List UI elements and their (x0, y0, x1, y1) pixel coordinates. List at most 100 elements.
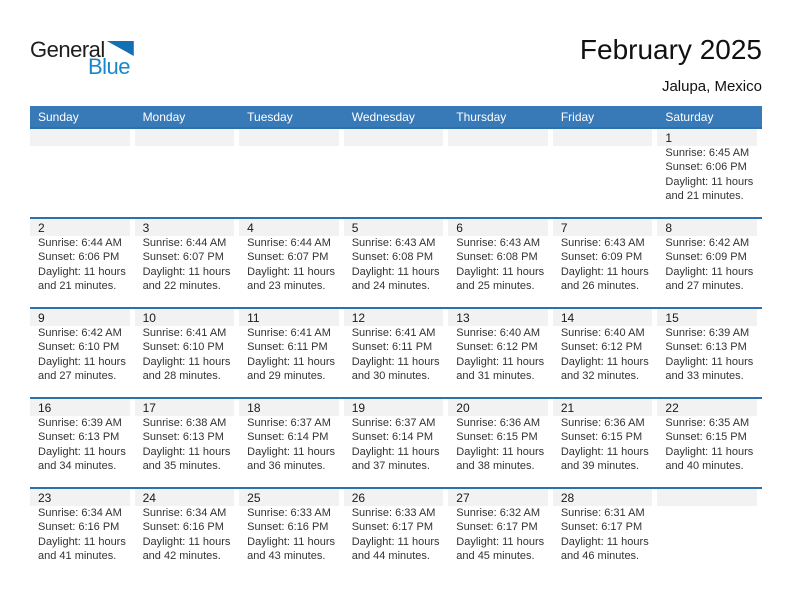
sunset-line: Sunset: 6:10 PM (142, 341, 224, 354)
day-number: 23 (30, 489, 130, 506)
month-title: February 2025 (579, 34, 762, 65)
day-cell (343, 129, 449, 217)
sunset-line: Sunset: 6:14 PM (247, 431, 329, 444)
sunrise-line: Sunrise: 6:33 AM (247, 507, 331, 519)
sunrise-line: Sunrise: 6:40 AM (456, 327, 541, 339)
daylight-minutes-line: and 31 minutes. (456, 370, 535, 383)
day-number (448, 129, 548, 146)
daylight-hours-line: Daylight: 11 hours (351, 535, 440, 548)
sunrise-line: Sunrise: 6:44 AM (142, 237, 227, 249)
daylight-hours-line: Daylight: 11 hours (560, 445, 649, 458)
sunrise-line: Sunrise: 6:41 AM (142, 327, 227, 339)
daylight-minutes-line: and 29 minutes. (247, 370, 326, 383)
daylight-hours-line: Daylight: 11 hours (142, 445, 231, 458)
day-number: 15 (657, 309, 757, 326)
weekday-header-friday: Friday (560, 109, 595, 124)
daylight-minutes-line: and 34 minutes. (38, 460, 117, 473)
day-number: 1 (657, 129, 757, 146)
sunrise-line: Sunrise: 6:43 AM (560, 237, 645, 249)
weekday-header-monday: Monday (142, 109, 186, 124)
sunrise-line: Sunrise: 6:45 AM (665, 147, 750, 159)
sunset-line: Sunset: 6:16 PM (142, 521, 224, 534)
weekday-header-sunday: Sunday (38, 109, 79, 124)
daylight-minutes-line: and 45 minutes. (456, 550, 535, 563)
sunset-line: Sunset: 6:09 PM (560, 251, 643, 264)
daylight-minutes-line: and 36 minutes. (247, 460, 326, 473)
day-number: 20 (448, 399, 548, 416)
daylight-hours-line: Daylight: 11 hours (665, 355, 754, 368)
daylight-hours-line: Daylight: 11 hours (38, 355, 126, 368)
sunset-line: Sunset: 6:10 PM (38, 341, 120, 354)
day-cell (30, 129, 135, 217)
sunset-line: Sunset: 6:06 PM (665, 161, 747, 174)
daylight-hours-line: Daylight: 11 hours (560, 535, 649, 548)
daylight-hours-line: Daylight: 11 hours (142, 355, 231, 368)
sunset-line: Sunset: 6:11 PM (351, 341, 433, 354)
day-cell: 1 Sunrise: 6:45 AM Sunset: 6:06 PM Daylight… (657, 129, 762, 217)
sunrise-line: Sunrise: 6:32 AM (456, 507, 541, 519)
sunrise-line: Sunrise: 6:41 AM (247, 327, 331, 339)
day-number: 12 (343, 309, 444, 326)
day-number (343, 129, 444, 146)
sunrise-line: Sunrise: 6:39 AM (38, 417, 122, 429)
sunset-line: Sunset: 6:08 PM (351, 251, 434, 264)
daylight-hours-line: Daylight: 11 hours (247, 355, 335, 368)
daylight-minutes-line: and 27 minutes. (665, 280, 744, 293)
day-number: 2 (30, 219, 130, 236)
day-cell: 10 Sunrise: 6:41 AM Sunset: 6:10 PM Dayligh… (134, 309, 240, 397)
weekday-header-tuesday: Tuesday (247, 109, 293, 124)
daylight-minutes-line: and 24 minutes. (351, 280, 430, 293)
daylight-minutes-line: and 21 minutes. (38, 280, 117, 293)
sunrise-line: Sunrise: 6:37 AM (247, 417, 331, 429)
day-cell: 13 Sunrise: 6:40 AM Sunset: 6:12 PM Dayligh… (448, 309, 553, 397)
day-number: 21 (552, 399, 653, 416)
daylight-minutes-line: and 27 minutes. (38, 370, 117, 383)
weekday-header-saturday: Saturday (665, 109, 714, 124)
daylight-minutes-line: and 43 minutes. (247, 550, 326, 563)
day-cell: 24 Sunrise: 6:34 AM Sunset: 6:16 PM Dayligh… (134, 489, 240, 577)
location-subtitle: Jalupa, Mexico (661, 78, 762, 95)
day-cell: 19 Sunrise: 6:37 AM Sunset: 6:14 PM Dayligh… (343, 399, 449, 487)
daylight-minutes-line: and 21 minutes. (665, 190, 744, 203)
daylight-hours-line: Daylight: 11 hours (351, 445, 440, 458)
sunset-line: Sunset: 6:16 PM (247, 521, 329, 534)
day-number: 11 (239, 309, 339, 326)
daylight-hours-line: Daylight: 11 hours (560, 265, 649, 278)
sunrise-line: Sunrise: 6:42 AM (665, 237, 750, 249)
sunrise-line: Sunrise: 6:43 AM (456, 237, 541, 249)
daylight-minutes-line: and 38 minutes. (456, 460, 535, 473)
calendar-table: Sunday Monday Tuesday Wednesday Thursday… (30, 106, 762, 577)
day-number: 8 (657, 219, 757, 236)
day-number (30, 129, 130, 146)
sunrise-line: Sunrise: 6:39 AM (665, 327, 750, 339)
day-cell: 18 Sunrise: 6:37 AM Sunset: 6:14 PM Dayligh… (239, 399, 344, 487)
day-cell: 28 Sunrise: 6:31 AM Sunset: 6:17 PM Dayligh… (552, 489, 658, 577)
day-cell: 27 Sunrise: 6:32 AM Sunset: 6:17 PM Dayligh… (448, 489, 553, 577)
sunset-line: Sunset: 6:09 PM (665, 251, 747, 264)
daylight-hours-line: Daylight: 11 hours (247, 265, 335, 278)
week-row: 16 Sunrise: 6:39 AM Sunset: 6:13 PM Dayligh… (30, 397, 762, 487)
daylight-minutes-line: and 22 minutes. (142, 280, 221, 293)
sunrise-line: Sunrise: 6:42 AM (38, 327, 122, 339)
day-cell: 25 Sunrise: 6:33 AM Sunset: 6:16 PM Dayligh… (239, 489, 344, 577)
daylight-minutes-line: and 46 minutes. (560, 550, 640, 563)
day-number: 25 (239, 489, 339, 506)
sunrise-line: Sunrise: 6:37 AM (351, 417, 436, 429)
sunrise-line: Sunrise: 6:34 AM (38, 507, 122, 519)
day-cell: 16 Sunrise: 6:39 AM Sunset: 6:13 PM Dayligh… (30, 399, 135, 487)
day-cell: 26 Sunrise: 6:33 AM Sunset: 6:17 PM Dayligh… (343, 489, 449, 577)
day-cell: 8 Sunrise: 6:42 AM Sunset: 6:09 PM Daylight… (657, 219, 762, 307)
daylight-minutes-line: and 37 minutes. (351, 460, 430, 473)
day-number: 13 (448, 309, 548, 326)
logo-line1: General (30, 38, 136, 62)
daylight-minutes-line: and 42 minutes. (142, 550, 221, 563)
sunset-line: Sunset: 6:16 PM (38, 521, 120, 534)
daylight-minutes-line: and 25 minutes. (456, 280, 535, 293)
sunrise-line: Sunrise: 6:31 AM (560, 507, 645, 519)
sunrise-line: Sunrise: 6:38 AM (142, 417, 227, 429)
day-cell: 5 Sunrise: 6:43 AM Sunset: 6:08 PM Daylight… (343, 219, 449, 307)
daylight-hours-line: Daylight: 11 hours (665, 175, 754, 188)
day-number: 27 (448, 489, 548, 506)
day-cell: 14 Sunrise: 6:40 AM Sunset: 6:12 PM Dayligh… (552, 309, 658, 397)
